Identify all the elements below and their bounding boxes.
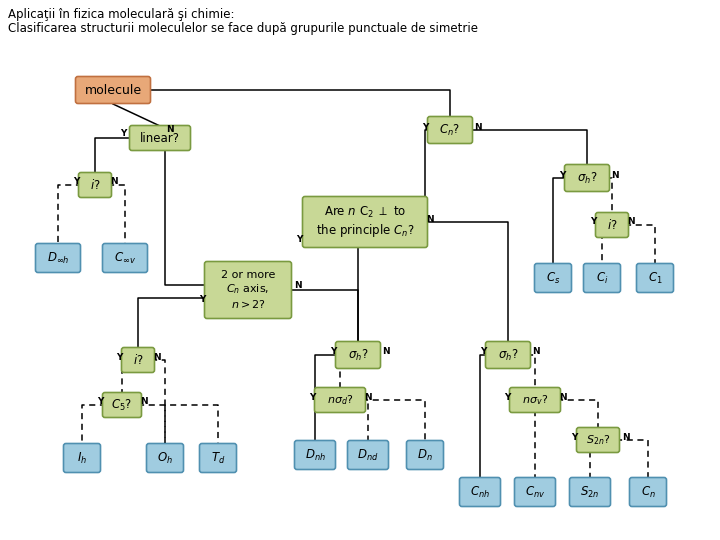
Text: linear?: linear? [140, 132, 180, 145]
Text: $D_{\infty h}$: $D_{\infty h}$ [47, 251, 69, 266]
FancyBboxPatch shape [595, 213, 629, 238]
Text: Y: Y [73, 178, 79, 186]
Text: Y: Y [116, 353, 122, 361]
Text: Y: Y [590, 218, 596, 226]
Text: $C_s$: $C_s$ [546, 271, 560, 286]
Text: $n\sigma_d$?: $n\sigma_d$? [327, 393, 354, 407]
FancyBboxPatch shape [78, 172, 112, 198]
Text: $C_{nh}$: $C_{nh}$ [470, 484, 490, 500]
Text: N: N [474, 123, 482, 132]
Text: $\sigma_h$?: $\sigma_h$? [577, 171, 597, 186]
Text: $C_n$: $C_n$ [641, 484, 655, 500]
Text: N: N [382, 348, 390, 356]
Text: molecule: molecule [84, 84, 142, 97]
Text: $C_{nv}$: $C_{nv}$ [525, 484, 545, 500]
FancyBboxPatch shape [146, 443, 184, 472]
Text: N: N [426, 214, 434, 224]
Text: N: N [140, 397, 148, 407]
FancyBboxPatch shape [629, 477, 667, 507]
FancyBboxPatch shape [336, 341, 380, 368]
FancyBboxPatch shape [122, 348, 155, 373]
Text: N: N [294, 280, 302, 289]
Text: $O_h$: $O_h$ [157, 450, 173, 465]
FancyBboxPatch shape [302, 197, 428, 247]
FancyBboxPatch shape [428, 117, 472, 144]
Text: $D_n$: $D_n$ [417, 448, 433, 463]
Text: $C_i$: $C_i$ [595, 271, 608, 286]
FancyBboxPatch shape [315, 388, 366, 413]
Text: Y: Y [571, 433, 577, 442]
Text: Y: Y [330, 348, 336, 356]
FancyBboxPatch shape [577, 428, 619, 453]
FancyBboxPatch shape [407, 441, 444, 469]
Text: N: N [153, 353, 161, 361]
FancyBboxPatch shape [204, 261, 292, 319]
Text: Y: Y [504, 393, 510, 402]
Text: $C_5$?: $C_5$? [112, 397, 132, 413]
Text: $S_{2n}$?: $S_{2n}$? [586, 433, 610, 447]
Text: $I_h$: $I_h$ [77, 450, 87, 465]
Text: $i$?: $i$? [607, 218, 617, 232]
Text: Y: Y [309, 393, 315, 402]
Text: Y: Y [296, 235, 302, 245]
Text: N: N [110, 178, 118, 186]
Text: Y: Y [422, 123, 428, 132]
Text: N: N [627, 218, 635, 226]
Text: Are $n$ C$_2$ $\perp$ to
the principle $C_n$?: Are $n$ C$_2$ $\perp$ to the principle $… [315, 205, 414, 239]
FancyBboxPatch shape [102, 244, 148, 273]
Text: Y: Y [559, 171, 565, 179]
Text: $i$?: $i$? [132, 353, 143, 367]
Text: $S_{2n}$: $S_{2n}$ [580, 484, 600, 500]
FancyBboxPatch shape [102, 393, 142, 417]
FancyBboxPatch shape [583, 264, 621, 293]
Text: $\sigma_h$?: $\sigma_h$? [498, 347, 518, 362]
FancyBboxPatch shape [515, 477, 556, 507]
Text: Y: Y [199, 295, 205, 305]
Text: $i$?: $i$? [90, 178, 100, 192]
Text: Clasificarea structurii moleculelor se face după grupurile punctuale de simetrie: Clasificarea structurii moleculelor se f… [8, 22, 478, 35]
Text: $D_{nh}$: $D_{nh}$ [305, 448, 325, 463]
FancyBboxPatch shape [510, 388, 560, 413]
FancyBboxPatch shape [459, 477, 500, 507]
FancyBboxPatch shape [534, 264, 572, 293]
FancyBboxPatch shape [76, 77, 150, 104]
FancyBboxPatch shape [130, 125, 191, 151]
Text: Y: Y [120, 130, 126, 138]
Text: $n\sigma_v$?: $n\sigma_v$? [522, 393, 548, 407]
Text: $D_{nd}$: $D_{nd}$ [357, 448, 379, 463]
Text: $C_n$?: $C_n$? [439, 123, 461, 138]
Text: N: N [611, 171, 618, 179]
Text: $T_d$: $T_d$ [211, 450, 225, 465]
FancyBboxPatch shape [348, 441, 389, 469]
Text: Y: Y [96, 397, 103, 407]
FancyBboxPatch shape [199, 443, 236, 472]
FancyBboxPatch shape [485, 341, 531, 368]
Text: $\sigma_h$?: $\sigma_h$? [348, 347, 368, 362]
Text: N: N [559, 393, 567, 402]
FancyBboxPatch shape [35, 244, 81, 273]
Text: N: N [622, 433, 630, 442]
Text: N: N [364, 393, 372, 402]
Text: $C_{\infty v}$: $C_{\infty v}$ [114, 251, 136, 266]
Text: Aplicaţii în fizica moleculară şi chimie:: Aplicaţii în fizica moleculară şi chimie… [8, 8, 235, 21]
Text: Y: Y [480, 348, 486, 356]
FancyBboxPatch shape [294, 441, 336, 469]
FancyBboxPatch shape [564, 165, 610, 192]
FancyBboxPatch shape [63, 443, 101, 472]
FancyBboxPatch shape [636, 264, 673, 293]
Text: N: N [532, 348, 540, 356]
FancyBboxPatch shape [570, 477, 611, 507]
Text: 2 or more
$C_n$ axis,
$n > 2$?: 2 or more $C_n$ axis, $n > 2$? [221, 270, 275, 310]
Text: N: N [166, 125, 174, 134]
Text: $C_1$: $C_1$ [648, 271, 662, 286]
